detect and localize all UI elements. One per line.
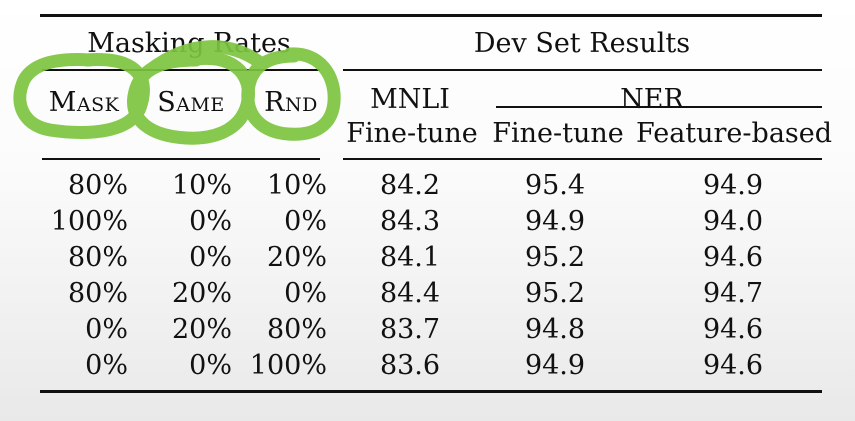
table-cell: 20%	[266, 242, 327, 273]
masking-header-rule	[42, 158, 320, 160]
masking-rates-underline	[42, 69, 320, 71]
dev-set-results-header: Dev Set Results	[473, 28, 691, 59]
table-cell: 0%	[85, 350, 128, 381]
table-cell: 84.1	[379, 242, 441, 273]
mask-header: Mask	[48, 87, 120, 118]
table-cell: 94.0	[702, 206, 764, 237]
table-cell: 100%	[249, 350, 327, 381]
mnli-finetune-header: Fine-tune	[346, 118, 478, 149]
table-cell: 94.6	[702, 242, 764, 273]
ner-finetune-header: Fine-tune	[492, 118, 624, 149]
table-cell: 94.9	[524, 350, 586, 381]
table-cell: 0%	[85, 314, 128, 345]
masking-rates-header: Masking Rates	[87, 28, 291, 59]
results-header-rule	[343, 158, 822, 160]
rnd-header: Rnd	[264, 87, 318, 118]
table-cell: 84.3	[379, 206, 441, 237]
table-cell: 94.9	[702, 170, 764, 201]
table-cell: 83.6	[379, 350, 441, 381]
table-cell: 0%	[284, 206, 327, 237]
ner-underline	[496, 106, 822, 108]
table-cell: 80%	[67, 242, 128, 273]
table-cell: 84.4	[379, 278, 441, 309]
table-cell: 0%	[284, 278, 327, 309]
dev-set-underline	[343, 69, 822, 71]
table-cell: 20%	[171, 314, 232, 345]
table-cell: 84.2	[379, 170, 441, 201]
ner-feature-based-header: Feature-based	[635, 118, 833, 149]
table-cell: 94.9	[524, 206, 586, 237]
mnli-header: MNLI	[370, 84, 450, 115]
table-cell: 10%	[171, 170, 232, 201]
table-cell: 10%	[266, 170, 327, 201]
table-cell: 100%	[50, 206, 128, 237]
table-cell: 80%	[266, 314, 327, 345]
table-cell: 95.2	[524, 278, 586, 309]
bottom-rule	[40, 390, 822, 393]
table-cell: 94.6	[702, 350, 764, 381]
table-cell: 94.8	[524, 314, 586, 345]
table-cell: 94.7	[702, 278, 764, 309]
table-cell: 80%	[67, 170, 128, 201]
table-cell: 20%	[171, 278, 232, 309]
top-rule	[40, 14, 822, 17]
table-cell: 0%	[189, 350, 232, 381]
table-cell: 95.4	[524, 170, 586, 201]
table-cell: 0%	[189, 206, 232, 237]
ner-header: NER	[620, 84, 684, 115]
table-cell: 94.6	[702, 314, 764, 345]
table-cell: 80%	[67, 278, 128, 309]
table-cell: 0%	[189, 242, 232, 273]
same-header: Same	[157, 87, 225, 118]
table-cell: 83.7	[379, 314, 441, 345]
table-cell: 95.2	[524, 242, 586, 273]
